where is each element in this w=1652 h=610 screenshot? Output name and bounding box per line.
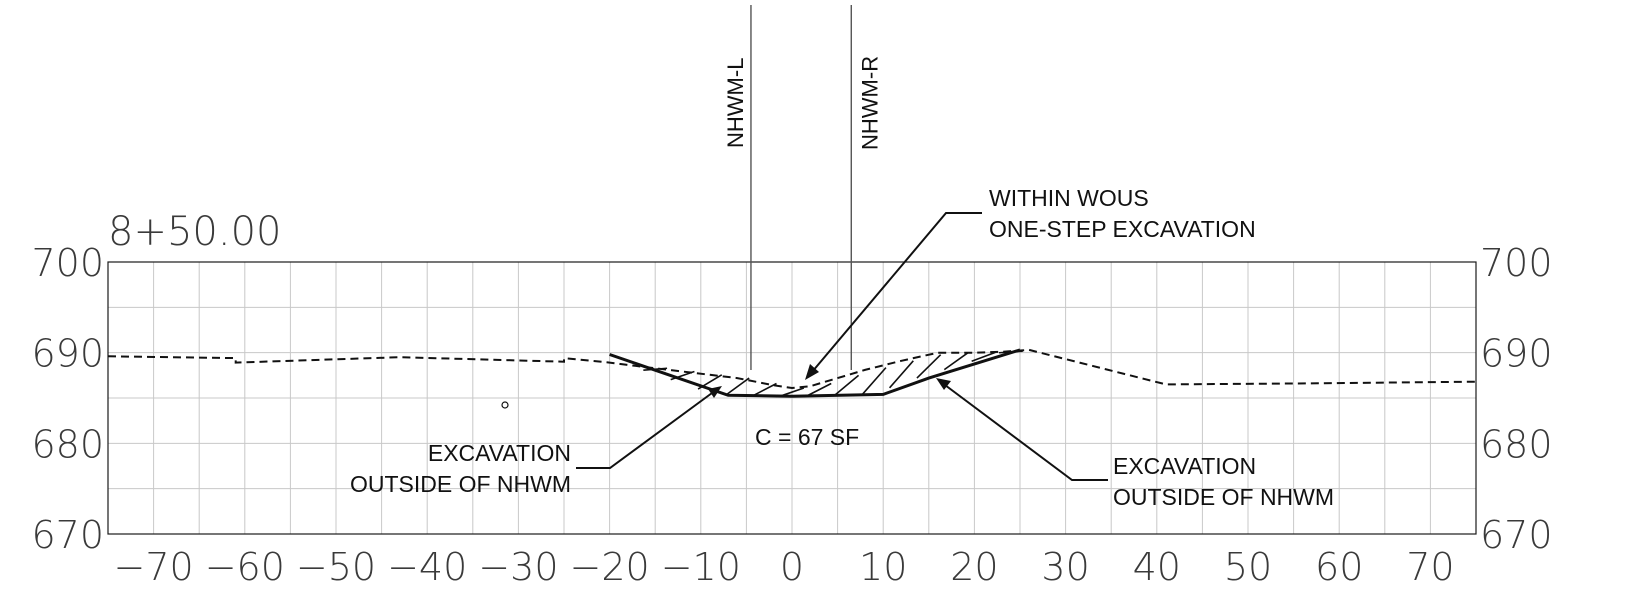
- nhwm-left-label: NHWM-L: [723, 58, 748, 148]
- area-label: C = 67 SF: [755, 424, 859, 450]
- y-tick-label-right: 700: [1480, 241, 1553, 285]
- x-tick-label: 50: [1224, 545, 1272, 589]
- y-axis-left-labels: 670 680 690 700: [31, 241, 104, 557]
- outside-left-line1: EXCAVATION: [428, 440, 571, 466]
- outside-left-line2: OUTSIDE OF NHWM: [350, 471, 571, 497]
- x-axis-labels: −70 −60 −50 −40 −30 −20 −10 0 10 20 30 40 50 60 70: [113, 545, 1454, 589]
- outside-left-arrowhead: [708, 386, 722, 398]
- x-tick-label: −10: [661, 545, 741, 589]
- hatch-line: [943, 352, 969, 371]
- x-tick-label: 70: [1406, 545, 1454, 589]
- x-tick-label: −40: [387, 545, 467, 589]
- hatch-line: [971, 351, 996, 362]
- hatch-line: [724, 377, 750, 397]
- within-wous-arrowhead: [805, 364, 819, 380]
- outside-right-line1: EXCAVATION: [1113, 453, 1256, 479]
- x-tick-label: 0: [780, 545, 804, 589]
- grid: [108, 262, 1476, 534]
- y-tick-label-right: 680: [1480, 422, 1553, 466]
- hatch-line: [752, 382, 777, 397]
- y-tick-label-left: 690: [31, 332, 104, 376]
- x-tick-label: 10: [859, 545, 907, 589]
- outside-right-leader: [944, 384, 1108, 481]
- x-tick-label: −60: [205, 545, 285, 589]
- station-label: 8+50.00: [108, 209, 281, 255]
- hatch-line: [888, 360, 914, 389]
- x-tick-label: 20: [950, 545, 998, 589]
- x-tick-label: 40: [1133, 545, 1181, 589]
- x-tick-label: −20: [569, 545, 649, 589]
- outside-left-leader: [576, 392, 713, 469]
- survey-point-marker: [501, 401, 509, 409]
- x-tick-label: 30: [1041, 545, 1089, 589]
- nhwm-right-label: NHWM-R: [857, 56, 882, 150]
- outside-right-arrowhead: [936, 378, 951, 390]
- within-wous-line2: ONE-STEP EXCAVATION: [989, 216, 1256, 242]
- x-tick-label: −50: [296, 545, 376, 589]
- hatch-line: [916, 354, 942, 379]
- within-wous-line1: WITHIN WOUS: [989, 185, 1149, 211]
- y-axis-right-labels: 670 680 690 700: [1480, 241, 1553, 557]
- hatch-line: [861, 367, 887, 396]
- hatch-line: [807, 382, 832, 397]
- y-tick-label-right: 670: [1480, 513, 1553, 557]
- plot-frame: [107, 261, 1477, 535]
- proposed-excavation-line: [609, 348, 1021, 398]
- y-tick-label-left: 700: [31, 241, 104, 285]
- within-wous-leader: [811, 212, 982, 373]
- y-tick-label-left: 680: [31, 422, 104, 466]
- x-tick-label: −70: [113, 545, 193, 589]
- hatch-line: [834, 374, 860, 396]
- outside-right-line2: OUTSIDE OF NHWM: [1113, 484, 1334, 510]
- y-tick-label-right: 690: [1480, 332, 1553, 376]
- x-tick-label: 60: [1315, 545, 1363, 589]
- x-tick-label: −30: [478, 545, 558, 589]
- y-tick-label-left: 670: [31, 513, 104, 557]
